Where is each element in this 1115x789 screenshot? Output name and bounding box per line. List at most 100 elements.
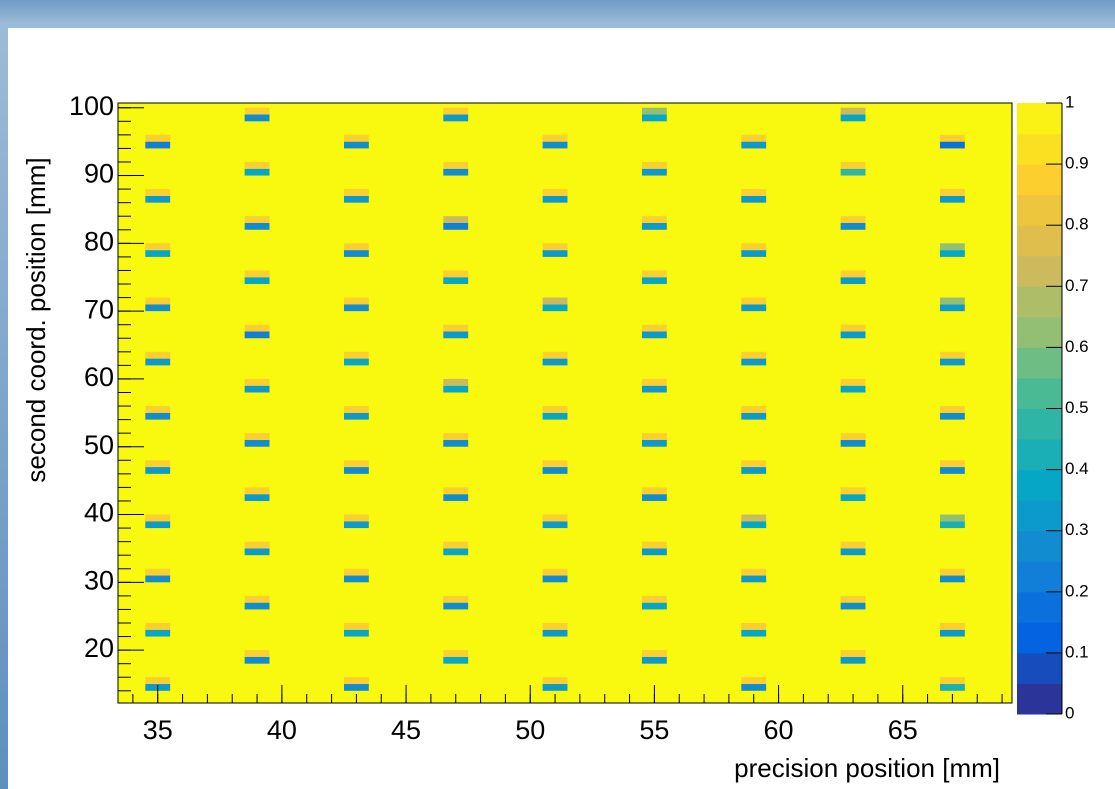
cell (741, 304, 766, 311)
cell (344, 352, 369, 359)
cell (145, 298, 170, 305)
cell (543, 460, 568, 467)
cell (543, 521, 568, 528)
cell (940, 684, 965, 691)
cell (145, 623, 170, 630)
cell (443, 331, 468, 338)
cell (642, 603, 667, 610)
cell (940, 467, 965, 474)
cell (543, 304, 568, 311)
cell (841, 657, 866, 664)
cell (642, 433, 667, 440)
cell (940, 406, 965, 413)
colorbar-band (1017, 225, 1062, 256)
cell (841, 169, 866, 176)
cell (642, 440, 667, 447)
cell (841, 331, 866, 338)
colorbar-band (1017, 439, 1062, 470)
z-tick-label: 0.7 (1065, 276, 1089, 295)
cell (940, 250, 965, 257)
cell (344, 359, 369, 366)
cell (344, 684, 369, 691)
cell (443, 325, 468, 332)
cell (145, 250, 170, 257)
cell (642, 162, 667, 169)
cell (940, 359, 965, 366)
cell (245, 494, 270, 501)
cell (344, 243, 369, 250)
cell (741, 142, 766, 149)
cell (642, 169, 667, 176)
cell (741, 196, 766, 203)
chart: precision position [mm] second coord. po… (0, 0, 1115, 789)
z-tick-label: 0.8 (1065, 215, 1089, 234)
cell (443, 657, 468, 664)
x-tick-label: 60 (764, 715, 794, 745)
cell (145, 135, 170, 142)
cell (940, 623, 965, 630)
cell (642, 548, 667, 555)
cell (443, 379, 468, 386)
cell (344, 250, 369, 257)
cell (841, 277, 866, 284)
cell (344, 406, 369, 413)
cell (443, 223, 468, 230)
cell (344, 467, 369, 474)
z-tick-label: 0.1 (1065, 642, 1089, 661)
cell (145, 142, 170, 149)
cell (543, 142, 568, 149)
cell (841, 433, 866, 440)
colorbar-band (1017, 195, 1062, 226)
z-tick-label: 0.2 (1065, 581, 1089, 600)
cell (344, 630, 369, 637)
cell (245, 379, 270, 386)
cell (543, 576, 568, 583)
cell (642, 596, 667, 603)
cell (145, 460, 170, 467)
colorbar-band (1017, 561, 1062, 592)
y-tick-label: 90 (84, 159, 114, 189)
cell (841, 650, 866, 657)
cell (642, 494, 667, 501)
y-tick-label: 70 (84, 294, 114, 324)
x-tick-label: 50 (515, 715, 545, 745)
cell (245, 440, 270, 447)
cell (245, 270, 270, 277)
cell (245, 603, 270, 610)
y-axis-title: second coord. position [mm] (21, 157, 51, 482)
cell (741, 250, 766, 257)
cell (344, 298, 369, 305)
cell (642, 379, 667, 386)
cell (543, 569, 568, 576)
colorbar-band (1017, 470, 1062, 501)
cell (344, 515, 369, 522)
cell (245, 548, 270, 555)
cell (344, 569, 369, 576)
x-tick-label: 65 (888, 715, 918, 745)
cell (940, 521, 965, 528)
cell (145, 677, 170, 684)
cell (741, 135, 766, 142)
cell (344, 135, 369, 142)
cell (841, 162, 866, 169)
cell (543, 359, 568, 366)
cell (543, 250, 568, 257)
x-tick-label: 40 (267, 715, 297, 745)
colorbar-band (1017, 134, 1062, 165)
cell (543, 413, 568, 420)
colorbar-band (1017, 317, 1062, 348)
cell (145, 576, 170, 583)
cell (443, 386, 468, 393)
cell (145, 196, 170, 203)
cell (443, 169, 468, 176)
cell (344, 460, 369, 467)
cell (543, 467, 568, 474)
cell (344, 623, 369, 630)
colorbar-band (1017, 103, 1062, 134)
cell (145, 243, 170, 250)
cell (245, 657, 270, 664)
cell (940, 243, 965, 250)
cell (841, 270, 866, 277)
z-tick-label: 0 (1065, 703, 1074, 722)
cell (741, 623, 766, 630)
